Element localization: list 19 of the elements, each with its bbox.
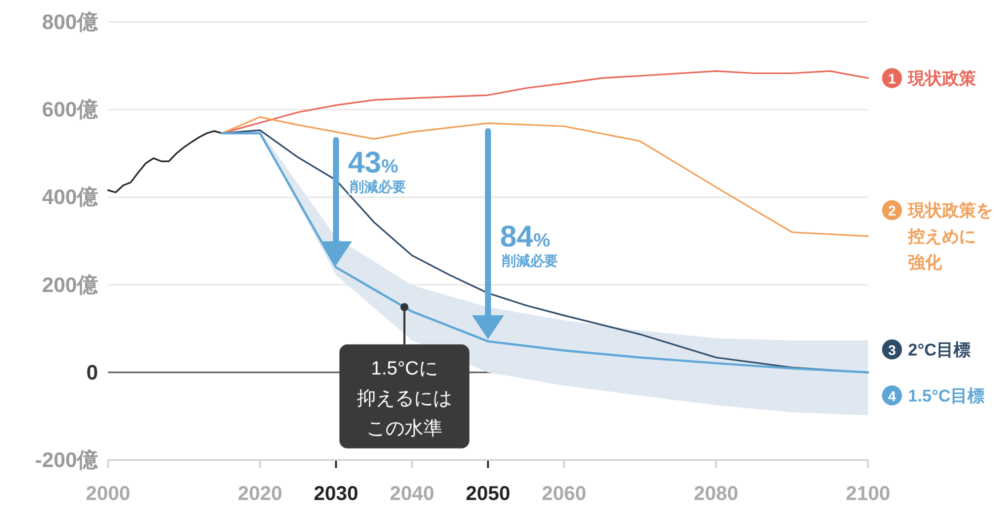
y-tick-label: 400億 [42,185,99,210]
annotation: 84% 削減必要 [472,128,558,340]
annotation: 84% 削減必要 [500,220,558,268]
x-tick-label: 2000 [86,483,130,505]
annotation: 43% 削減必要 [348,146,406,194]
x-tick-label: 2050 [466,483,510,505]
y-tick-label: 0 [86,361,98,384]
x-tick-label: 2060 [542,483,586,505]
x-tick-label: 2030 [314,483,358,505]
x-tick-label: 2040 [390,483,434,505]
x-tick-label: 2020 [238,483,282,505]
y-tick-label: 600億 [42,98,99,122]
y-tick-label: -200億 [34,448,99,472]
y-tick-label: 800億 [42,10,99,34]
x-tick-label: 2080 [694,483,738,505]
x-tick-label: 2100 [846,483,890,505]
annotation: 1.5°Cに抑えるにはこの水準 [356,358,452,440]
annotation: 43% 削減必要 [320,136,406,266]
y-tick-label: 200億 [42,272,99,297]
